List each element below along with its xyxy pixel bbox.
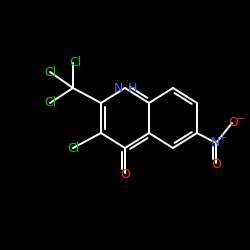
Text: +: + [218,134,226,142]
Text: N: N [114,82,123,94]
Text: O: O [120,168,130,180]
Text: O: O [228,116,238,130]
Text: Cl: Cl [69,56,81,70]
Text: O: O [211,158,221,170]
Text: −: − [236,114,246,124]
Text: Cl: Cl [44,96,56,110]
Text: N: N [210,136,220,149]
Text: Cl: Cl [67,142,79,154]
Text: Cl: Cl [44,66,56,78]
Text: H: H [128,82,138,94]
